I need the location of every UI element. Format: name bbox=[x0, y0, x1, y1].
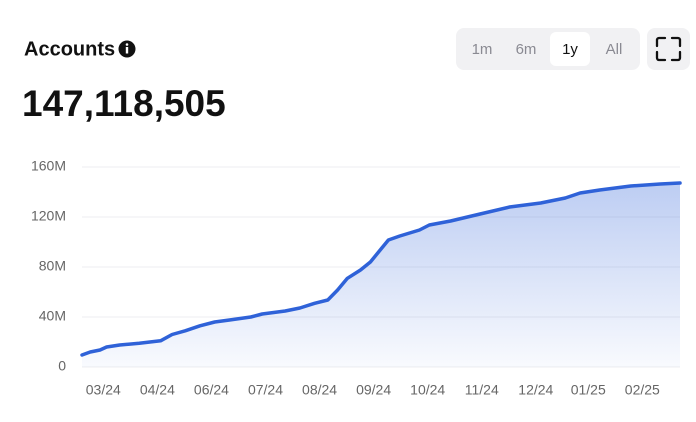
x-tick-label: 11/24 bbox=[465, 382, 499, 398]
x-tick-label: 09/24 bbox=[356, 382, 391, 398]
range-toggle bbox=[456, 28, 640, 70]
x-tick-label: 03/24 bbox=[86, 382, 121, 398]
range-button-label[interactable]: 1m bbox=[472, 41, 493, 58]
x-tick-label: 06/24 bbox=[194, 382, 229, 398]
fullscreen-button[interactable] bbox=[647, 28, 690, 70]
x-tick-label: 02/25 bbox=[625, 382, 660, 398]
y-tick-label: 120M bbox=[31, 208, 66, 224]
x-tick-label: 08/24 bbox=[302, 382, 337, 398]
area-fill bbox=[82, 183, 680, 367]
x-tick-label: 04/24 bbox=[140, 382, 175, 398]
y-tick-label: 40M bbox=[39, 308, 66, 324]
x-tick-label: 12/24 bbox=[518, 382, 553, 398]
range-button-label[interactable]: 1y bbox=[562, 41, 578, 58]
range-button-label[interactable]: All bbox=[606, 41, 623, 58]
x-tick-label: 07/24 bbox=[248, 382, 283, 398]
headline-value: 147,118,505 bbox=[22, 83, 226, 124]
chart-title: Accounts bbox=[24, 38, 115, 60]
x-tick-label: 01/25 bbox=[571, 382, 606, 398]
y-tick-label: 160M bbox=[31, 158, 66, 174]
line bbox=[80, 181, 682, 357]
info-icon[interactable] bbox=[118, 40, 136, 58]
y-tick-label: 0 bbox=[58, 358, 66, 374]
x-tick-label: 10/24 bbox=[410, 382, 445, 398]
range-button-label[interactable]: 6m bbox=[516, 41, 537, 58]
range-button-selected[interactable] bbox=[550, 32, 590, 66]
y-tick-label: 80M bbox=[39, 258, 66, 274]
